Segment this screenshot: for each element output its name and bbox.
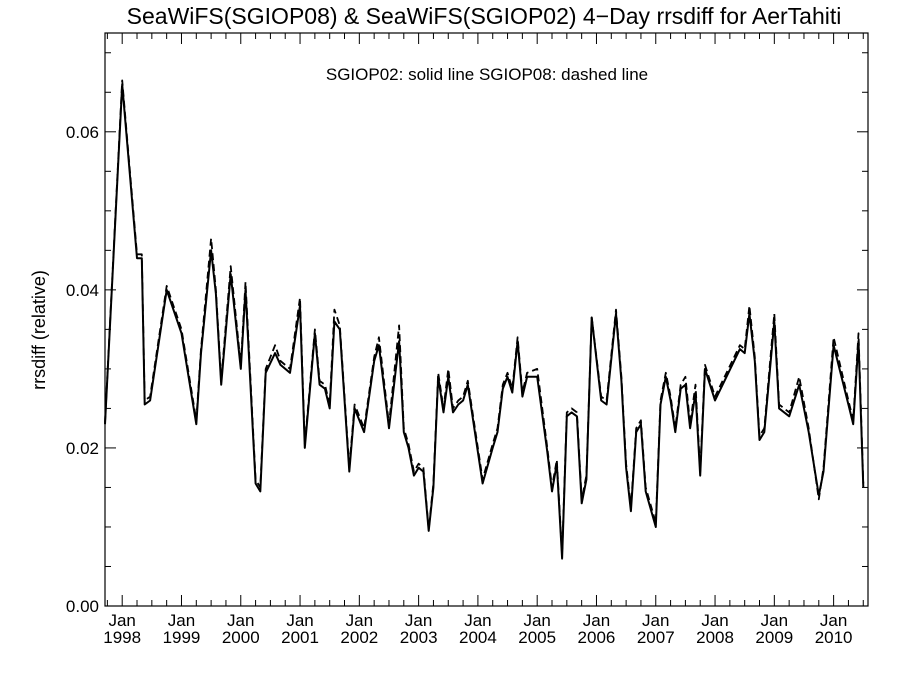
x-tick-label-month: Jan: [761, 611, 788, 630]
series-layer: [104, 79, 865, 560]
chart-title: SeaWiFS(SGIOP08) & SeaWiFS(SGIOP02) 4−Da…: [127, 3, 842, 29]
y-tick-label: 0.00: [66, 597, 99, 616]
x-tick-label-month: Jan: [346, 611, 373, 630]
y-tick-label: 0.06: [66, 123, 99, 142]
x-tick-label-year: 2009: [755, 628, 793, 647]
x-tick-label-year: 2001: [281, 628, 319, 647]
x-axis: Jan1998Jan1999Jan2000Jan2001Jan2002Jan20…: [103, 33, 864, 647]
x-tick-label-year: 1998: [103, 628, 141, 647]
x-tick-label-year: 2005: [518, 628, 556, 647]
legend-annotation: SGIOP02: solid line SGIOP08: dashed line: [326, 65, 648, 84]
x-tick-label-month: Jan: [168, 611, 195, 630]
x-tick-label-year: 2006: [578, 628, 616, 647]
y-axis-label: rrsdiff (relative): [29, 270, 49, 390]
x-tick-label-month: Jan: [642, 611, 669, 630]
x-tick-label-month: Jan: [405, 611, 432, 630]
x-tick-label-month: Jan: [286, 611, 313, 630]
y-tick-label: 0.04: [66, 281, 99, 300]
x-tick-label-year: 1999: [163, 628, 201, 647]
x-tick-label-month: Jan: [464, 611, 491, 630]
x-tick-label-year: 2007: [637, 628, 675, 647]
x-tick-label-month: Jan: [523, 611, 550, 630]
x-tick-label-year: 2000: [222, 628, 260, 647]
series-line-dashed: [104, 79, 865, 556]
x-tick-label-year: 2004: [459, 628, 497, 647]
x-tick-label-month: Jan: [820, 611, 847, 630]
x-tick-label-month: Jan: [583, 611, 610, 630]
y-tick-label: 0.02: [66, 439, 99, 458]
x-tick-label-year: 2003: [400, 628, 438, 647]
x-tick-label-month: Jan: [701, 611, 728, 630]
x-tick-label-month: Jan: [108, 611, 135, 630]
plot-frame: [104, 32, 869, 607]
x-tick-label-year: 2008: [696, 628, 734, 647]
x-tick-label-year: 2002: [340, 628, 378, 647]
series-line-solid: [104, 83, 865, 560]
x-tick-label-year: 2010: [815, 628, 853, 647]
x-tick-label-month: Jan: [227, 611, 254, 630]
